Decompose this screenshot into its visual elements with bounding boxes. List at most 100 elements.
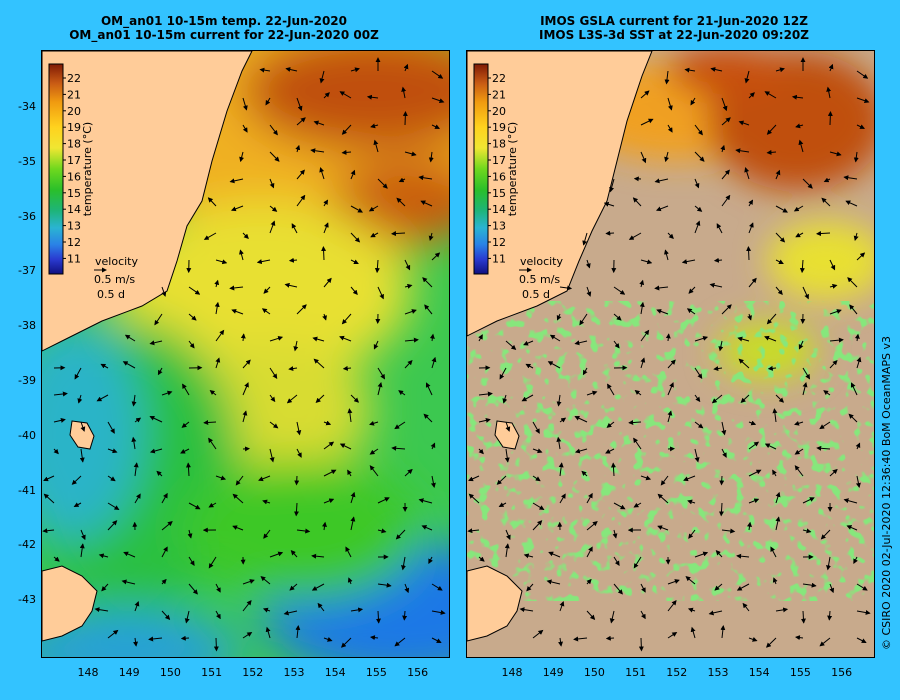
current-vector-left — [269, 178, 275, 189]
colorbar-tick-left-15: 15 — [67, 187, 81, 200]
current-vector-left — [342, 365, 352, 371]
current-vector-left — [404, 151, 417, 157]
current-vector-right — [521, 394, 534, 402]
velocity-legend-speed-right: 0.5 m/s — [519, 273, 560, 286]
current-vector-left — [133, 462, 139, 477]
current-vector-right — [667, 600, 677, 612]
current-vector-right — [775, 607, 789, 613]
current-vector-right — [766, 313, 777, 325]
current-vector-left — [242, 124, 248, 133]
velocity-legend-duration-right: 0.5 d — [522, 288, 550, 301]
colorbar-tick-left-16: 16 — [67, 170, 81, 183]
current-vector-right — [738, 120, 750, 126]
current-vector-right — [829, 151, 842, 157]
current-vector-left — [323, 199, 329, 207]
lat-tick--43: -43 — [18, 593, 36, 607]
current-vector-right — [573, 636, 588, 642]
current-vector-left — [53, 417, 66, 423]
current-vector-left — [321, 246, 327, 261]
current-vector-left — [149, 448, 163, 454]
current-vector-left — [425, 382, 433, 396]
current-vector-right — [775, 205, 788, 213]
current-vector-left — [341, 313, 352, 325]
current-vector-right — [775, 67, 785, 73]
current-vector-right — [505, 421, 511, 432]
current-vector-left — [215, 610, 221, 620]
current-vector-right — [613, 286, 626, 295]
current-vector-left — [71, 475, 82, 485]
current-vector-left — [391, 231, 406, 237]
current-vector-right — [605, 448, 615, 454]
current-vector-left — [291, 223, 298, 234]
current-vector-left — [403, 63, 409, 72]
current-vector-right — [582, 367, 588, 376]
current-vector-left — [431, 97, 445, 104]
current-vector-left — [396, 197, 406, 207]
flinders-island-left — [69, 420, 95, 450]
current-vector-left — [391, 445, 406, 451]
current-vector-right — [829, 309, 842, 315]
current-vector-right — [632, 197, 642, 207]
current-vector-left — [180, 635, 190, 641]
current-vector-right — [532, 448, 543, 454]
current-vector-left — [121, 579, 136, 585]
current-vector-right — [478, 448, 484, 455]
left-map-panel: 22 21 20 19 18 17 16 15 14 13 12 11 temperature (°C… — [41, 50, 450, 658]
current-vector-left — [259, 67, 271, 73]
current-vector-right — [655, 205, 669, 212]
current-vector-left — [208, 502, 217, 508]
current-vector-right — [829, 337, 844, 343]
current-vector-right — [613, 313, 622, 321]
lon-tick-right-149: 149 — [542, 666, 564, 679]
current-vector-right — [667, 97, 673, 111]
current-vector-right — [736, 583, 750, 591]
current-vector-right — [694, 551, 709, 558]
current-vector-right — [718, 502, 724, 517]
current-vector-left — [341, 149, 352, 155]
current-vector-left — [322, 313, 327, 321]
current-vector-left — [184, 610, 190, 624]
current-vector-right — [657, 525, 669, 531]
current-vector-left — [133, 637, 139, 647]
current-vector-left — [315, 394, 325, 403]
current-vector-left — [208, 437, 217, 450]
current-vector-left — [269, 394, 276, 403]
current-vector-right — [775, 516, 781, 531]
current-vector-left — [286, 394, 298, 404]
current-vector-right — [558, 462, 564, 477]
mainland-right — [467, 51, 653, 337]
current-vector-right — [827, 610, 833, 621]
current-vector-left — [430, 475, 436, 488]
current-vector-left — [134, 417, 142, 423]
current-vector-right — [607, 383, 615, 396]
current-vector-left — [288, 366, 298, 372]
current-vector-left — [239, 249, 244, 261]
current-vector-right — [640, 151, 647, 164]
current-vector-right — [721, 448, 727, 458]
current-vector-right — [638, 637, 644, 652]
current-vector-left — [262, 499, 271, 505]
current-vector-left — [296, 97, 303, 112]
current-vector-right — [748, 222, 754, 234]
current-vector-right — [770, 546, 777, 558]
current-vector-right — [688, 286, 696, 294]
current-vector-right — [713, 257, 723, 263]
current-vector-right — [775, 394, 785, 403]
current-vector-right — [667, 359, 676, 369]
lon-tick-right-156: 156 — [831, 666, 853, 679]
mainland-left — [42, 51, 253, 352]
current-vector-right — [820, 529, 831, 540]
current-vector-left — [323, 469, 337, 477]
current-vector-left — [370, 123, 379, 129]
current-vector-left — [265, 97, 271, 106]
current-vector-right — [772, 469, 777, 477]
current-vector-right — [612, 529, 618, 539]
current-vector-left — [323, 222, 329, 234]
current-vector-right — [800, 610, 806, 624]
current-vector-left — [404, 259, 411, 271]
current-vector-right — [721, 117, 731, 126]
current-vector-right — [850, 382, 858, 396]
current-vector-right — [748, 498, 760, 504]
current-vector-right — [639, 279, 645, 288]
current-vector-right — [613, 556, 620, 566]
